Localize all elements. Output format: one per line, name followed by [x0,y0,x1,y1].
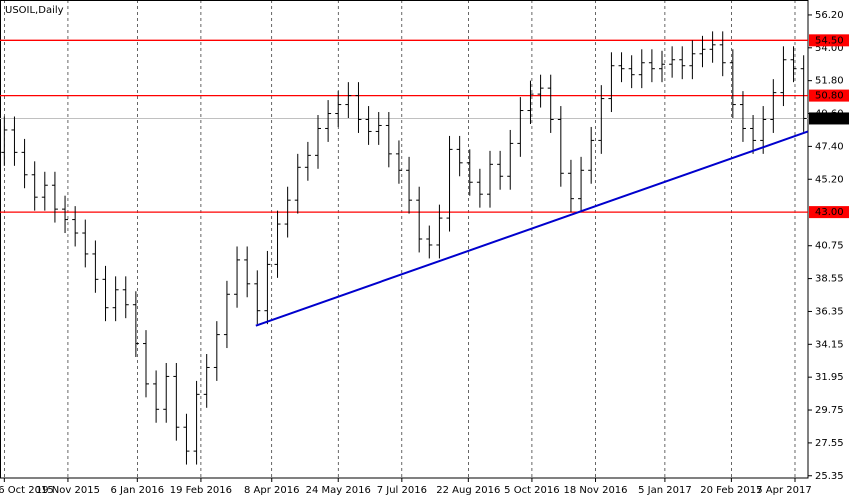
x-tick-label: 5 Jan 2017 [638,485,692,496]
x-tick-label: 8 Apr 2016 [244,485,299,496]
y-tick-label: 40.75 [815,241,844,252]
x-tick-label: 19 Nov 2015 [36,485,100,496]
x-tick-label: 20 Feb 2017 [700,485,762,496]
level-label-box [809,89,849,102]
x-tick-label: 18 Nov 2016 [563,485,627,496]
y-tick-label: 47.40 [815,141,844,152]
x-tick-label: 6 Jan 2016 [111,485,165,496]
y-tick-label: 27.55 [815,438,844,449]
y-tick-label: 29.75 [815,405,844,416]
level-label: 50.80 [815,91,844,102]
y-tick-label: 38.55 [815,274,844,285]
x-tick-label: 6 Oct 2015 [0,485,54,496]
last-price-box [809,112,849,125]
y-tick-label: 34.15 [815,339,844,350]
level-label-box [809,34,849,47]
x-tick-label: 5 Oct 2016 [504,485,559,496]
level-label: 43.00 [815,207,844,218]
level-label: 54.50 [815,35,844,46]
x-tick-label: 5 Apr 2017 [756,485,811,496]
y-tick-label: 25.35 [815,471,844,482]
trendline [255,130,809,327]
x-tick-label: 7 Jul 2016 [377,485,427,496]
y-tick-label: 51.80 [815,76,844,87]
x-tick-label: 19 Feb 2016 [170,485,232,496]
y-tick-label: 54.00 [815,43,844,54]
x-tick-label: 22 Aug 2016 [436,485,500,496]
chart-title: USOIL,Daily [5,5,64,16]
plot-frame [0,0,809,479]
y-tick-label: 31.95 [815,372,844,383]
y-tick-label: 56.20 [815,10,844,21]
x-tick-label: 24 May 2016 [306,485,371,496]
last-price-label: 49.27 [815,113,844,124]
y-tick-label: 36.35 [815,306,844,317]
level-label-box [809,206,849,219]
y-tick-label: 45.20 [815,174,844,185]
